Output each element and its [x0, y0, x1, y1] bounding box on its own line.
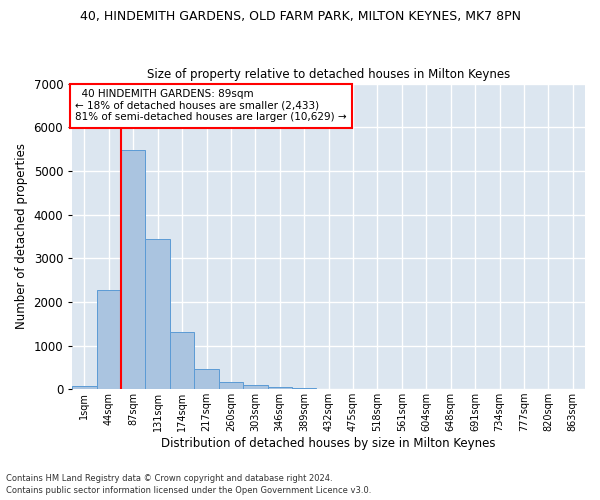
Bar — [170, 332, 194, 389]
Bar — [121, 150, 145, 389]
Text: Contains HM Land Registry data © Crown copyright and database right 2024.
Contai: Contains HM Land Registry data © Crown c… — [6, 474, 371, 495]
Text: 40, HINDEMITH GARDENS, OLD FARM PARK, MILTON KEYNES, MK7 8PN: 40, HINDEMITH GARDENS, OLD FARM PARK, MI… — [79, 10, 521, 23]
X-axis label: Distribution of detached houses by size in Milton Keynes: Distribution of detached houses by size … — [161, 437, 496, 450]
Y-axis label: Number of detached properties: Number of detached properties — [15, 144, 28, 330]
Bar — [243, 385, 268, 389]
Bar — [194, 368, 219, 389]
Title: Size of property relative to detached houses in Milton Keynes: Size of property relative to detached ho… — [147, 68, 510, 81]
Bar — [268, 386, 292, 389]
Bar — [72, 386, 97, 389]
Bar — [292, 388, 316, 389]
Text: 40 HINDEMITH GARDENS: 89sqm
← 18% of detached houses are smaller (2,433)
81% of : 40 HINDEMITH GARDENS: 89sqm ← 18% of det… — [75, 89, 347, 122]
Bar — [145, 238, 170, 389]
Bar — [97, 290, 121, 389]
Bar — [219, 382, 243, 389]
